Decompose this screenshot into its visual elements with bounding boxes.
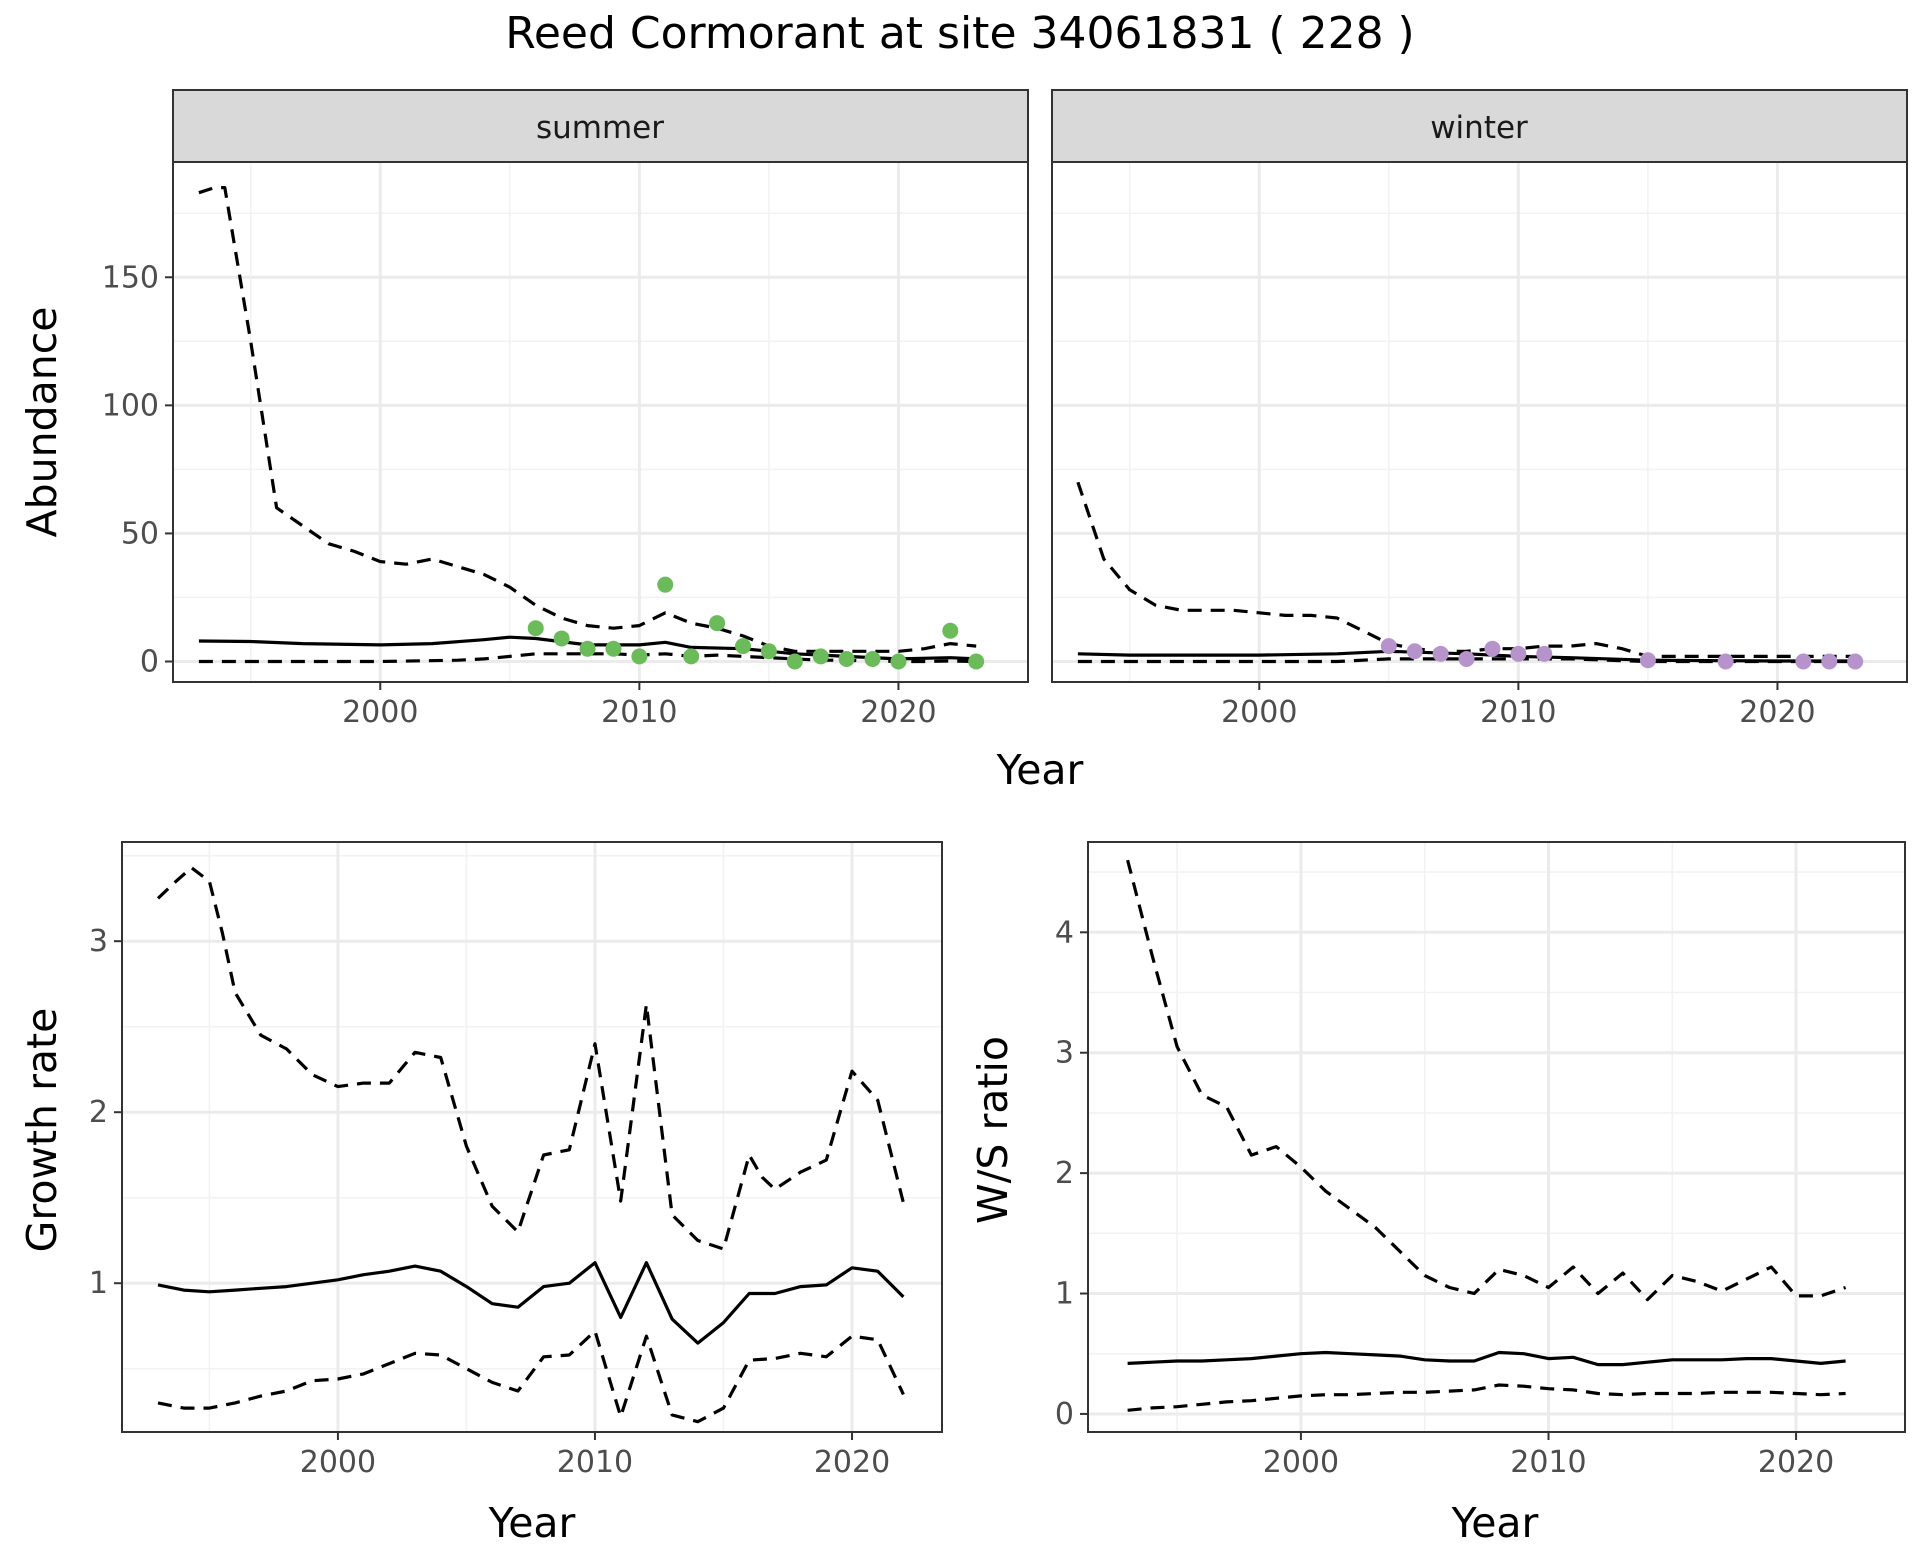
ws-x-tick-label: 2020 (1758, 1445, 1834, 1480)
summer-observation-point (657, 576, 674, 593)
ws-interval-line-2 (1127, 1383, 1846, 1412)
winter-panel-border (1051, 161, 1908, 683)
summer-observation-point (968, 653, 985, 670)
winter-x-tick-label: 2000 (1221, 695, 1297, 730)
ws-panel-border (1087, 841, 1906, 1433)
summer-observation-point (631, 648, 648, 665)
summer-x-tick-label: 2010 (601, 695, 677, 730)
winter-observation-point (1484, 640, 1501, 657)
summer-observation-point (527, 620, 544, 637)
summer-panel-border (172, 161, 1029, 683)
growth-rate-plot: 2000 2010 2020 1 2 3 (89, 841, 943, 1480)
growth-y-tick-label: 2 (89, 1095, 108, 1130)
summer-observation-point (605, 640, 622, 657)
winter-x-tick-label: 2020 (1739, 695, 1815, 730)
summer-observation-point (812, 648, 829, 665)
ws-x-axis-title: Year (1451, 1499, 1539, 1547)
growth-x-tick-label: 2010 (557, 1445, 633, 1480)
summer-interval-line-1 (198, 186, 977, 653)
summer-observation-point (942, 622, 959, 639)
summer-observation-point (760, 643, 777, 660)
abundance-y-axis-title: Abundance (18, 307, 66, 538)
summer-observation-point (786, 653, 803, 670)
winter-observation-point (1380, 638, 1397, 655)
winter-observation-point (1458, 650, 1475, 667)
summer-x-tick-label: 2020 (860, 695, 936, 730)
ws-y-axis-title: W/S ratio (969, 1036, 1017, 1224)
figure-title: Reed Cormorant at site 34061831 ( 228 ) (505, 8, 1414, 59)
summer-observation-point (838, 650, 855, 667)
summer-observation-point (553, 630, 570, 647)
winter-panel-background (1052, 162, 1907, 682)
ws-y-tick-label: 2 (1055, 1156, 1074, 1191)
ws-panel-background (1088, 842, 1905, 1432)
winter-x-tick-label: 2010 (1480, 695, 1556, 730)
growth-x-tick-label: 2000 (300, 1445, 376, 1480)
winter-observation-point (1406, 643, 1423, 660)
growth-y-tick-label: 1 (89, 1266, 108, 1301)
growth-estimate-line (157, 1261, 905, 1345)
winter-interval-line-2 (1077, 657, 1856, 664)
summer-y-tick-label: 100 (102, 388, 159, 423)
summer-y-tick-label: 150 (102, 260, 159, 295)
growth-interval-line-1 (156, 866, 905, 1251)
top-x-axis-title: Year (996, 746, 1084, 794)
ws-y-tick-label: 0 (1055, 1397, 1074, 1432)
growth-panel-background (122, 842, 942, 1432)
winter-abundance-plot: 2000 2010 2020 (1051, 161, 1908, 730)
winter-observation-point (1821, 653, 1838, 670)
winter-observation-point (1639, 652, 1656, 669)
summer-observation-point (579, 640, 596, 657)
ws-y-tick-label: 4 (1055, 915, 1074, 950)
ws-interval-line-1 (1126, 859, 1847, 1302)
summer-panel-background (173, 162, 1028, 682)
ws-y-tick-label: 1 (1055, 1277, 1074, 1312)
winter-observation-point (1510, 645, 1527, 662)
ws-estimate-line (1127, 1350, 1846, 1367)
winter-strip: winter (1051, 89, 1908, 163)
summer-y-tick-label: 0 (140, 645, 159, 680)
winter-observation-point (1717, 653, 1734, 670)
growth-y-axis-title: Growth rate (18, 1008, 66, 1253)
growth-x-axis-title: Year (488, 1499, 576, 1547)
summer-observation-point (735, 638, 751, 655)
growth-y-tick-label: 3 (89, 924, 108, 959)
winter-observation-point (1536, 645, 1553, 662)
summer-strip-label: summer (536, 110, 664, 146)
summer-observation-point (890, 653, 907, 670)
winter-observation-point (1847, 653, 1864, 670)
summer-abundance-plot: 2000 2010 2020 0 50 100 150 (102, 161, 1029, 730)
ws-y-tick-label: 3 (1055, 1036, 1074, 1071)
growth-x-tick-label: 2020 (814, 1445, 890, 1480)
summer-observation-point (683, 648, 700, 665)
winter-observation-point (1432, 645, 1449, 662)
summer-observation-point (709, 615, 726, 632)
summer-y-tick-label: 50 (121, 516, 159, 551)
ws-x-tick-label: 2010 (1510, 1445, 1586, 1480)
growth-interval-line-2 (157, 1329, 905, 1424)
summer-x-tick-label: 2000 (342, 695, 418, 730)
growth-panel-border (121, 841, 943, 1433)
ws-x-tick-label: 2000 (1263, 1445, 1339, 1480)
summer-observation-point (864, 650, 881, 667)
ws-ratio-plot: 2000 2010 2020 0 1 2 3 4 (1055, 841, 1906, 1480)
winter-observation-point (1795, 653, 1812, 670)
summer-strip: summer (172, 89, 1029, 163)
winter-strip-label: winter (1430, 110, 1528, 146)
